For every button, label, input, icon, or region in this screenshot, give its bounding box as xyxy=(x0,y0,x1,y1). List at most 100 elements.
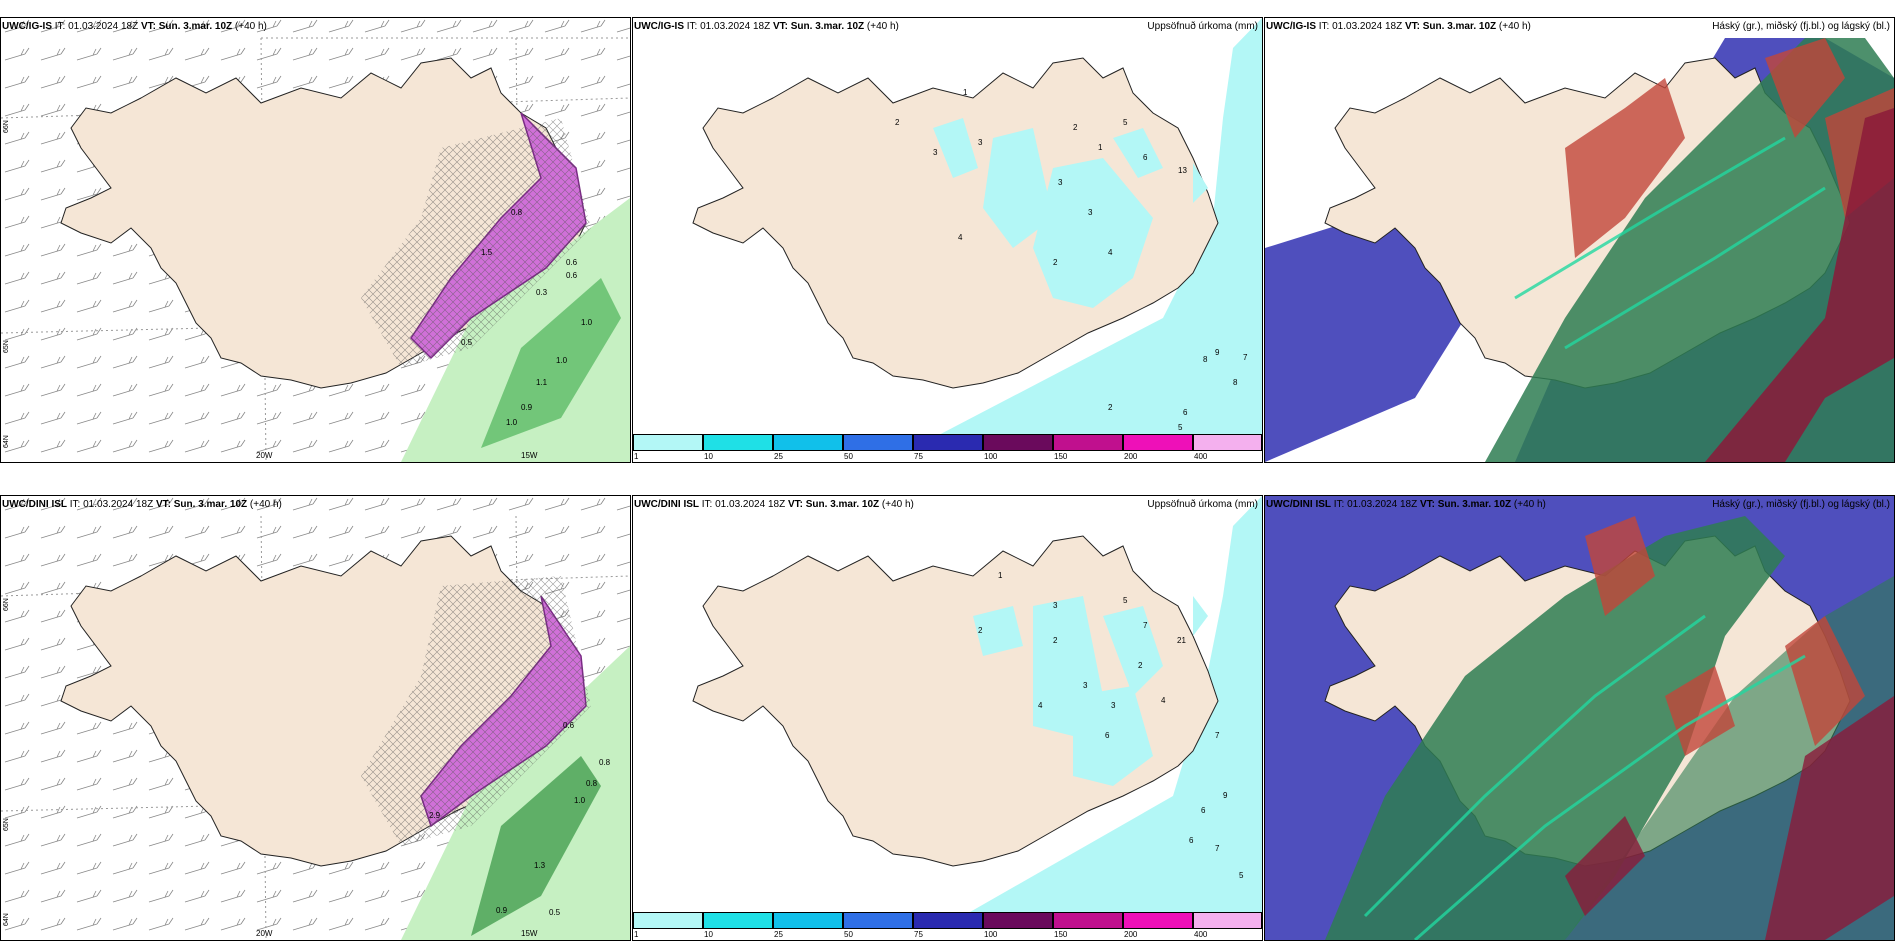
precip-panel-top: UWC/IG-IS IT: 01.03.2024 18Z VT: Sun. 3.… xyxy=(632,17,1263,463)
colorbar-label: 75 xyxy=(914,452,923,461)
init-time: 01.03.2024 18Z xyxy=(700,21,771,32)
lead-time: (+40 h) xyxy=(249,499,282,510)
precip-map xyxy=(692,18,1262,438)
precip-value: 3 xyxy=(1053,601,1058,610)
precip-value: 7 xyxy=(1143,621,1148,630)
model-name: UWC/IG-IS xyxy=(2,21,52,32)
precip-value: 2 xyxy=(978,626,983,635)
lat-label: 64N xyxy=(3,913,10,926)
snow-value: 1.5 xyxy=(481,248,493,257)
precip-value: 4 xyxy=(1108,248,1113,257)
precip-value: 2 xyxy=(1138,661,1143,670)
panel-header: UWC/IG-IS IT: 01.03.2024 18Z VT: Sun. 3.… xyxy=(634,21,899,32)
colorbar-label: 50 xyxy=(844,452,853,461)
colorbar-label: 200 xyxy=(1124,452,1138,461)
colorbar-swatch xyxy=(633,434,703,451)
colorbar-label: 50 xyxy=(844,930,853,939)
colorbar-label: 25 xyxy=(774,452,783,461)
precip-value: 5 xyxy=(1123,118,1128,127)
precip-value: 7 xyxy=(1215,844,1220,853)
colorbar-label: 1 xyxy=(634,930,639,939)
vt-label: VT: xyxy=(772,21,788,32)
snow-wind-map xyxy=(1,18,630,462)
vt-label: VT: xyxy=(787,499,803,510)
it-label: IT: xyxy=(701,499,713,510)
snow-value: 0.6 xyxy=(563,721,575,730)
colorbar-swatch xyxy=(1123,912,1193,929)
snow-wind-panel-top: UWC/IG-IS IT: 01.03.2024 18Z VT: Sun. 3.… xyxy=(0,17,631,463)
colorbar-label: 10 xyxy=(704,452,713,461)
snow-value: 0.6 xyxy=(566,258,578,267)
snow-value: 0.5 xyxy=(549,908,561,917)
precip-value: 13 xyxy=(1178,166,1187,175)
precip-value: 4 xyxy=(958,233,963,242)
vt-label: VT: xyxy=(140,21,156,32)
vt-label: VT: xyxy=(1419,499,1435,510)
colorbar-label: 10 xyxy=(704,930,713,939)
init-time: 01.03.2024 18Z xyxy=(1332,21,1403,32)
precip-panel-bottom: UWC/DINI ISL IT: 01.03.2024 18Z VT: Sun.… xyxy=(632,495,1263,941)
it-label: IT: xyxy=(54,21,66,32)
lead-time: (+40 h) xyxy=(881,499,914,510)
precip-value: 5 xyxy=(1178,423,1183,432)
lead-time: (+40 h) xyxy=(234,21,267,32)
init-time: 01.03.2024 18Z xyxy=(1347,499,1418,510)
precip-value: 6 xyxy=(1189,836,1194,845)
colorbar-label: 400 xyxy=(1194,452,1208,461)
precip-value: 3 xyxy=(978,138,983,147)
precip-value: 3 xyxy=(1111,701,1116,710)
valid-time: Sun. 3.mar. 10Z xyxy=(173,499,248,510)
colorbar-label: 25 xyxy=(774,930,783,939)
lat-label: 64N xyxy=(3,435,10,448)
lon-label: 15W xyxy=(521,451,538,460)
lon-label: 15W xyxy=(521,929,538,938)
it-label: IT: xyxy=(1333,499,1345,510)
init-time: 01.03.2024 18Z xyxy=(68,21,139,32)
snow-value: 0.9 xyxy=(496,906,508,915)
precip-value: 1 xyxy=(1098,143,1103,152)
panel-header: UWC/DINI ISL IT: 01.03.2024 18Z VT: Sun.… xyxy=(634,499,914,510)
colorbar-swatch xyxy=(1053,434,1123,451)
cloud-map xyxy=(1265,496,1894,940)
colorbar-swatch xyxy=(913,912,983,929)
model-name: UWC/DINI ISL xyxy=(634,499,699,510)
precip-value: 9 xyxy=(1223,791,1228,800)
colorbar-swatch xyxy=(1193,912,1262,929)
colorbar-label: 400 xyxy=(1194,930,1208,939)
model-name: UWC/IG-IS xyxy=(1266,21,1316,32)
precip-value: 6 xyxy=(1105,731,1110,740)
snow-value: 0.8 xyxy=(586,779,598,788)
cloud-title: Háský (gr.), miðský (fj.bl.) og lágský (… xyxy=(1712,21,1890,32)
colorbar-label: 150 xyxy=(1054,452,1068,461)
cloud-panel-top: UWC/IG-IS IT: 01.03.2024 18Z VT: Sun. 3.… xyxy=(1264,17,1895,463)
precip-value: 4 xyxy=(1161,696,1166,705)
valid-time: Sun. 3.mar. 10Z xyxy=(1437,499,1512,510)
it-label: IT: xyxy=(1318,21,1330,32)
precip-value: 6 xyxy=(1143,153,1148,162)
panel-header: UWC/IG-IS IT: 01.03.2024 18Z VT: Sun. 3.… xyxy=(1266,21,1531,32)
colorbar-swatch xyxy=(633,912,703,929)
precip-value: 2 xyxy=(1073,123,1078,132)
precip-value: 6 xyxy=(1201,806,1206,815)
precip-value: 2 xyxy=(1053,636,1058,645)
colorbar-swatch xyxy=(843,434,913,451)
colorbar-swatch xyxy=(703,434,773,451)
precip-value: 3 xyxy=(1083,681,1088,690)
lon-label: 20W xyxy=(256,929,273,938)
lead-time: (+40 h) xyxy=(866,21,899,32)
lead-time: (+40 h) xyxy=(1513,499,1546,510)
precip-value: 1 xyxy=(963,88,968,97)
cloud-title: Háský (gr.), miðský (fj.bl.) og lágský (… xyxy=(1712,499,1890,510)
precip-value: 8 xyxy=(1203,355,1208,364)
colorbar-swatch xyxy=(843,912,913,929)
precip-value: 1 xyxy=(998,571,1003,580)
precip-colorbar: 1 10 25 50 75 100 150 200 400 xyxy=(633,912,1262,940)
precip-value: 3 xyxy=(1088,208,1093,217)
snow-value: 1.0 xyxy=(581,318,593,327)
snow-value: 1.0 xyxy=(506,418,518,427)
precip-map xyxy=(692,496,1262,916)
init-time: 01.03.2024 18Z xyxy=(715,499,786,510)
lat-label: 65N xyxy=(3,340,10,353)
precip-value: 5 xyxy=(1239,871,1244,880)
colorbar-swatch xyxy=(913,434,983,451)
